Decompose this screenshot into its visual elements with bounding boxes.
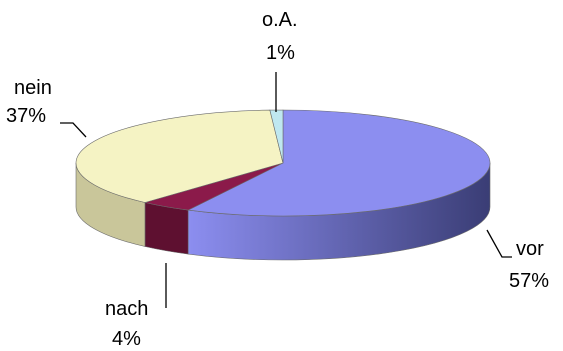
pie-top-layer bbox=[75, 109, 491, 217]
slice-label-nach: nach 4% bbox=[105, 263, 167, 350]
value-label-nach: 4% bbox=[112, 328, 141, 350]
leader-line-nein bbox=[60, 122, 87, 138]
slice-label-oa: o.A. 1% bbox=[262, 9, 298, 112]
pie-side-layer bbox=[75, 162, 491, 261]
leader-line-vor bbox=[486, 229, 512, 258]
slice-label-vor: vor 57% bbox=[486, 229, 549, 292]
category-label-oa: o.A. bbox=[262, 9, 298, 31]
category-label-nach: nach bbox=[105, 298, 148, 320]
slice-side-nach bbox=[144, 202, 189, 255]
category-label-nein: nein bbox=[14, 77, 52, 99]
value-label-oa: 1% bbox=[266, 42, 295, 64]
slice-nein bbox=[75, 109, 284, 203]
value-label-vor: 57% bbox=[509, 270, 549, 292]
slice-vor bbox=[187, 109, 491, 217]
slice-label-nein: nein 37% bbox=[6, 77, 87, 138]
value-label-nein: 37% bbox=[6, 105, 46, 127]
category-label-vor: vor bbox=[516, 238, 544, 260]
